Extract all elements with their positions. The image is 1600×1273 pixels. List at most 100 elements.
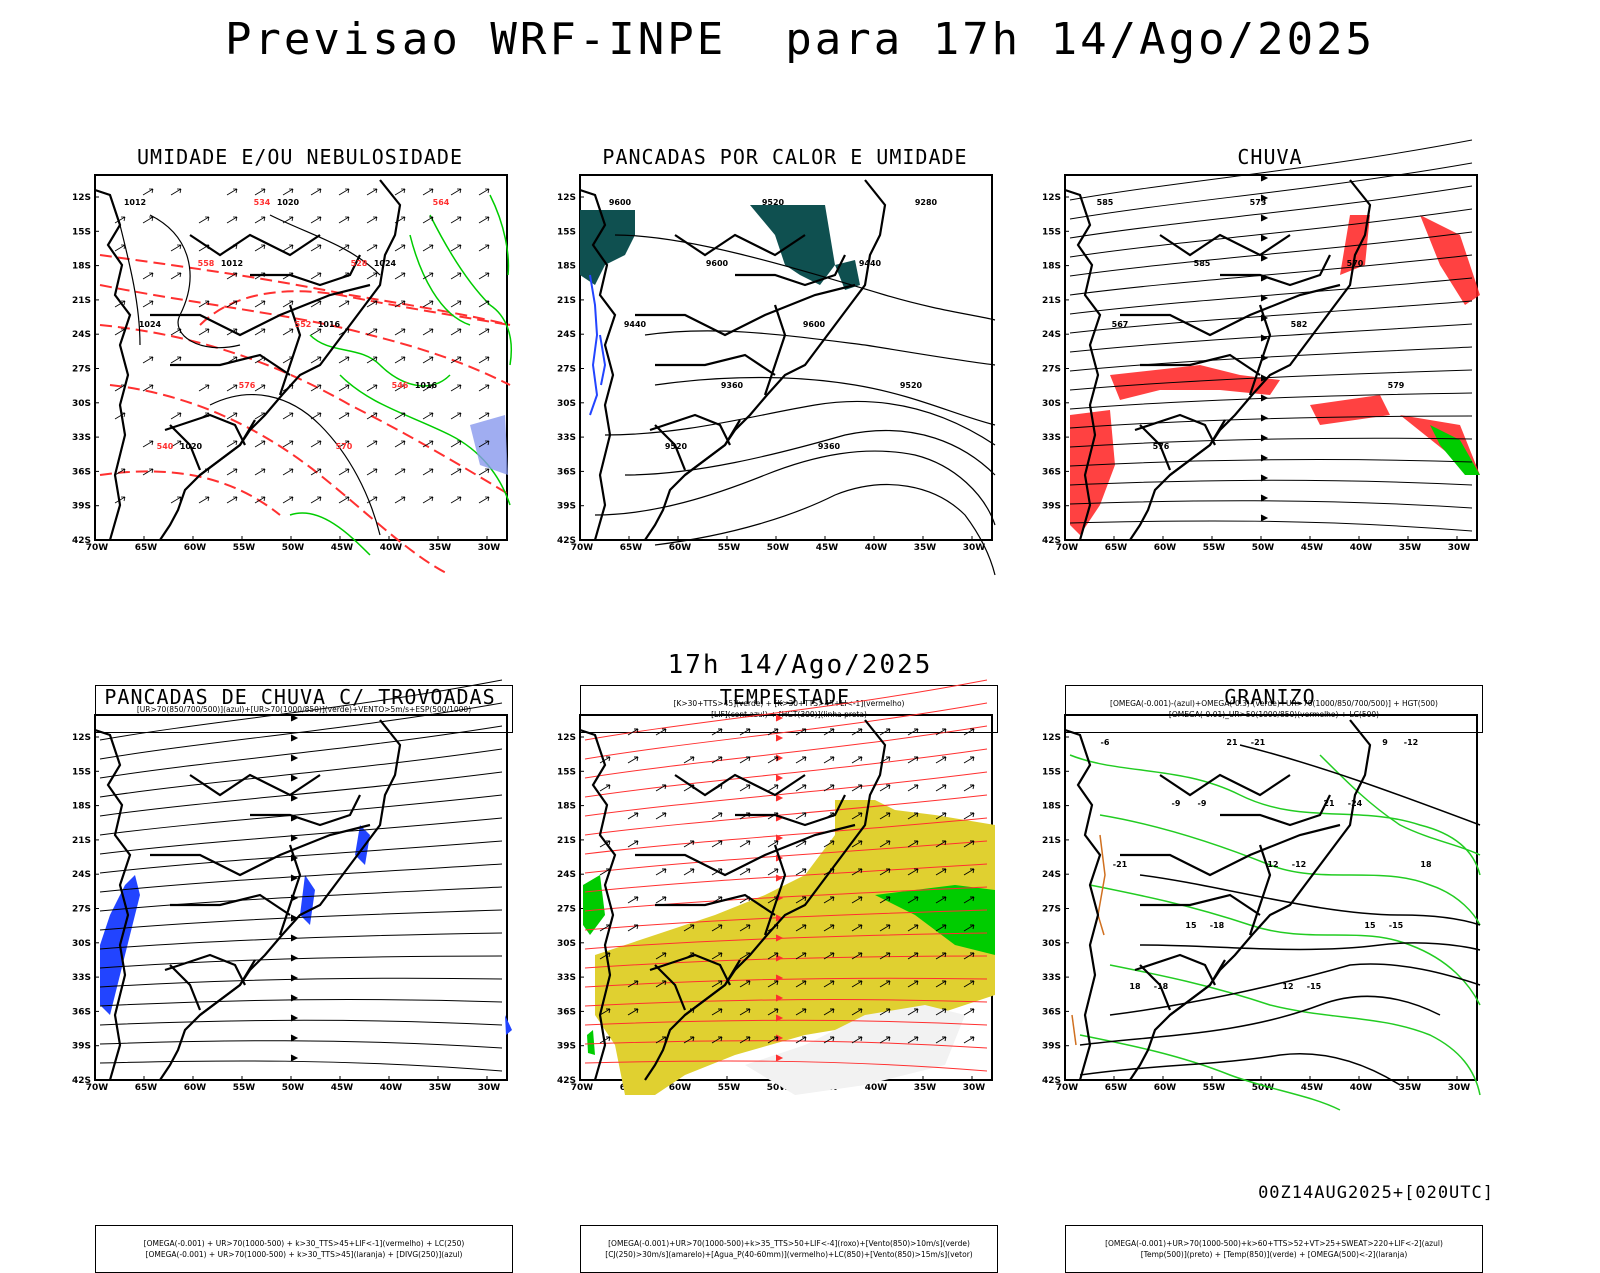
wind-vector [226, 496, 238, 504]
contour-label: -21 [1251, 738, 1266, 747]
contour-label: 9280 [915, 198, 938, 207]
wind-vector [142, 384, 154, 392]
wind-vector [851, 840, 863, 848]
coastline-border [169, 424, 202, 471]
wind-vector [170, 188, 182, 196]
wind-vector [310, 440, 322, 448]
streamline [99, 679, 503, 741]
lon-label: 50W [767, 1083, 790, 1093]
streamline-arrow [775, 994, 784, 1002]
wind-vector [711, 812, 723, 820]
coastline-border [684, 959, 741, 1016]
wind-vector [450, 244, 462, 252]
wind-vector [655, 728, 667, 736]
wind-vector [599, 784, 611, 792]
lon-label: 70W [1056, 1083, 1079, 1093]
wind-vector [683, 1036, 695, 1044]
wind-vector [338, 188, 350, 196]
lat-label: 18S [1042, 802, 1061, 812]
wind-vector [478, 328, 490, 336]
lat-label: 36S [72, 467, 91, 477]
streamline-arrow [775, 974, 784, 982]
streamline-arrow [290, 1034, 299, 1042]
streamline-arrow [290, 834, 299, 842]
coastline-border [150, 823, 371, 877]
wind-vector [114, 216, 126, 224]
wind-vector [478, 216, 490, 224]
panel-tempestade: TEMPESTADE 12S 15S 18S 21S 24S 27S 30S 33S 36S 39… [535, 679, 1035, 1273]
wind-vector [422, 412, 434, 420]
wind-vector [366, 300, 378, 308]
wind-vector [795, 952, 807, 960]
contour-label: 528 [351, 259, 368, 268]
wind-vector [851, 868, 863, 876]
wind-vector [478, 412, 490, 420]
lon-label: 65W [1105, 543, 1128, 553]
panel-title: TEMPESTADE [719, 685, 851, 709]
wind-vector [254, 328, 266, 336]
wind-vector [450, 188, 462, 196]
wind-vector [879, 728, 891, 736]
wind-vector [907, 1008, 919, 1016]
wind-vector [963, 980, 975, 988]
lat-label: 42S [72, 536, 91, 546]
panel-granizo: GRANIZO 12S 15S 18S 21S 24S 27S 30S 33S 36S 39S 42… [1020, 685, 1520, 1273]
wind-vector [907, 980, 919, 988]
wind-vector [394, 244, 406, 252]
lat-label: 15S [1042, 227, 1061, 237]
wind-vector [851, 896, 863, 904]
wind-vector [226, 300, 238, 308]
lat-label: 30S [72, 399, 91, 409]
strong-omega [1430, 425, 1480, 475]
wind-vector [683, 868, 695, 876]
streamline [99, 1060, 503, 1072]
wind-vector [627, 812, 639, 820]
wind-vector [879, 924, 891, 932]
wind-vector [767, 840, 779, 848]
coastline-border [735, 794, 846, 827]
lat-label: 27S [1042, 365, 1061, 375]
wind-vector [907, 784, 919, 792]
wind-vector [254, 300, 266, 308]
streamline [99, 771, 503, 817]
wind-vector [170, 440, 182, 448]
streamline-arrow [1260, 334, 1269, 342]
contour-label: -9 [1198, 799, 1207, 808]
legend-line: [OMEGA(-0.001)-(azul)+OMEGA(-0.3)-(verde… [1110, 699, 1438, 708]
contour-label: 1012 [124, 198, 146, 207]
wind-vector [338, 300, 350, 308]
streamline-arrow [775, 714, 784, 722]
wind-vector [627, 980, 639, 988]
contour-label: 9520 [900, 381, 923, 390]
lat-label: 33S [72, 973, 91, 983]
wind-vector [655, 784, 667, 792]
wind-vector [478, 188, 490, 196]
lat-label: 39S [1042, 502, 1061, 512]
lon-label: 40W [380, 1083, 403, 1093]
lon-label: 50W [1252, 1083, 1275, 1093]
wind-vector [823, 896, 835, 904]
wind-vector [310, 412, 322, 420]
streamline [1069, 300, 1473, 334]
streamline [584, 955, 988, 969]
wind-vector [282, 496, 294, 504]
coastline-border [1159, 233, 1291, 257]
wind-vector [366, 244, 378, 252]
wind-vector [170, 356, 182, 364]
wind-vector [394, 384, 406, 392]
coastline-border [644, 179, 887, 541]
coastline-border [170, 893, 291, 916]
streamline-arrow [775, 774, 784, 782]
streamline [584, 725, 988, 779]
wind-vector [282, 300, 294, 308]
wind-vector [795, 1008, 807, 1016]
contour-label: 9440 [859, 259, 882, 268]
wind-vector [282, 440, 294, 448]
coastline-border [250, 254, 361, 287]
wind-vector [170, 496, 182, 504]
streamline [1069, 185, 1473, 239]
panel-umidade: UMIDADE E/OU NEBULOSIDADE 12S 15S 18S 21S 24… [50, 145, 550, 733]
contour-label: 21 [1323, 799, 1335, 808]
contour-label: 9 [1382, 738, 1388, 747]
lon-label: 40W [380, 543, 403, 553]
